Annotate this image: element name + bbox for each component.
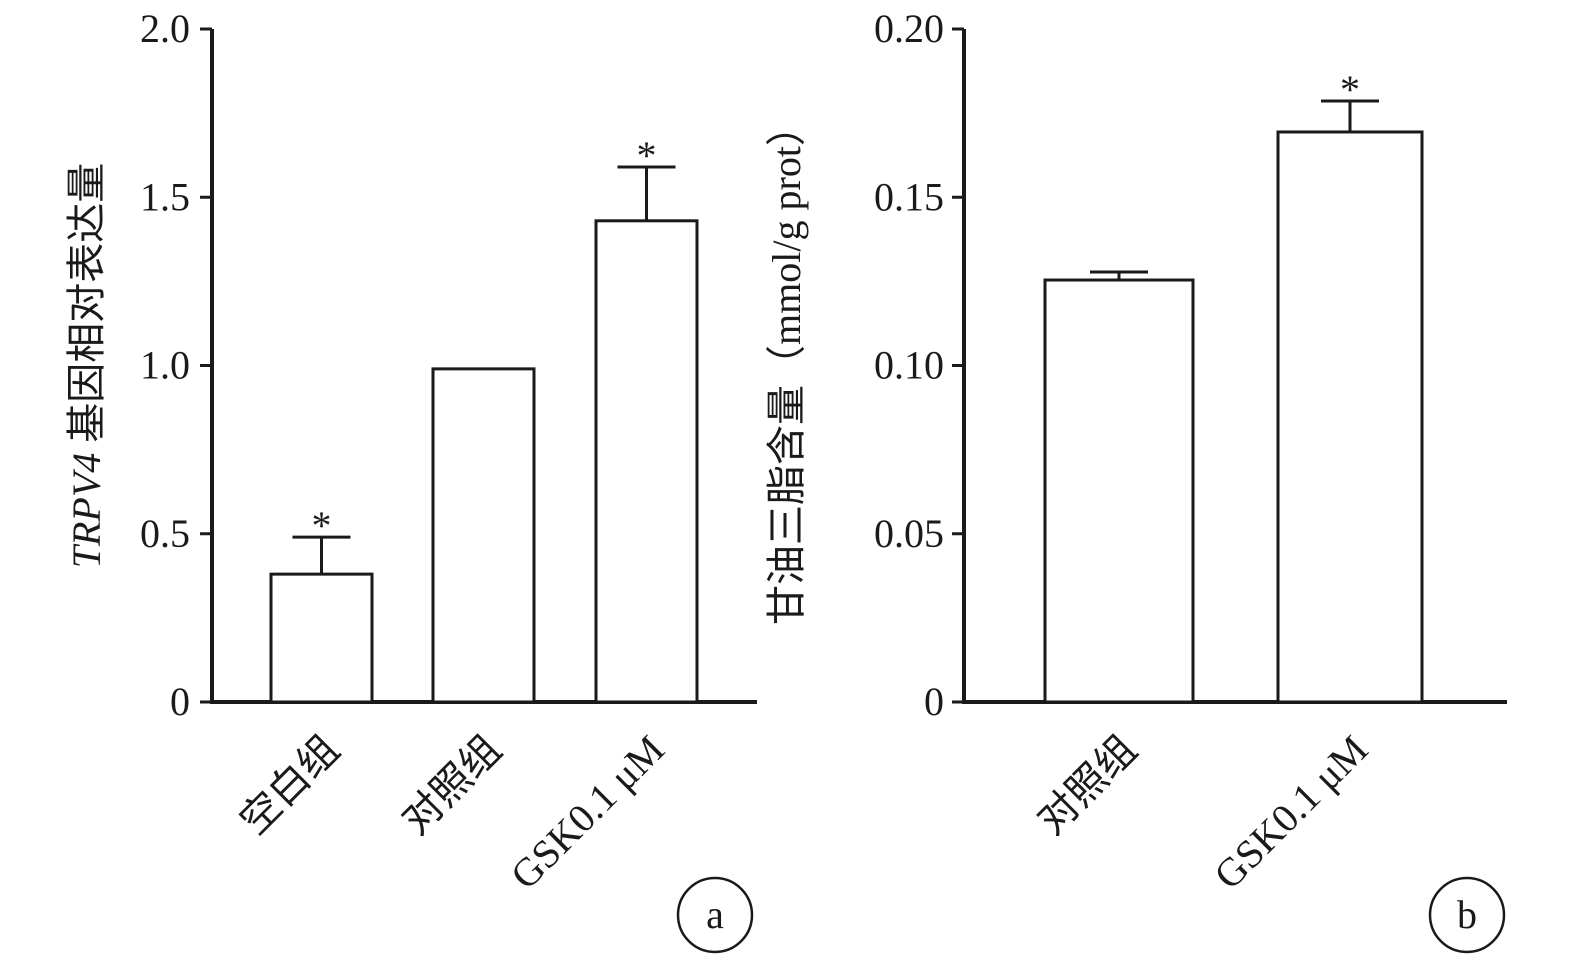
- y-tick-label: 0.15: [874, 174, 944, 219]
- significance-marker: *: [637, 133, 657, 178]
- panel-label: a: [706, 892, 724, 937]
- y-axis-title: TRPV4 基因相对表达量: [64, 163, 109, 569]
- panel-label: b: [1457, 892, 1477, 937]
- significance-marker: *: [1340, 67, 1360, 112]
- bar: [594, 219, 699, 704]
- x-tick-label: 空白组: [231, 727, 348, 844]
- y-axis-title-gene: TRPV4: [64, 453, 109, 569]
- x-tick-label: GSK0.1 μM: [502, 727, 673, 898]
- panel-label-circle: [1428, 876, 1506, 954]
- y-tick-label: 0.5: [140, 511, 190, 556]
- y-tick-label: 2.0: [140, 6, 190, 51]
- x-tick-label: GSK0.1 μM: [1205, 727, 1376, 898]
- y-tick-label: 1.5: [140, 174, 190, 219]
- y-tick-label: 0: [924, 679, 944, 724]
- x-tick-label: 对照组: [393, 727, 510, 844]
- bar: [1276, 130, 1424, 704]
- y-tick-label: 0: [170, 679, 190, 724]
- y-tick-label: 1.0: [140, 343, 190, 388]
- chart-panel-a: 0 0.5 1.0 1.5 2.0 * 空白组 对照组 * GSK0.1 μM TRPV4 基因相对…: [64, 6, 757, 954]
- y-axis-title-text: 甘油三脂含量（mmol/g prot）: [764, 106, 809, 625]
- bar: [431, 367, 536, 704]
- bar: [269, 572, 374, 704]
- bar: [1043, 278, 1195, 704]
- y-axis-title-text: 基因相对表达量: [64, 163, 109, 443]
- x-tick-label: 对照组: [1029, 727, 1146, 844]
- y-tick-label: 0.20: [874, 6, 944, 51]
- y-axis-title: 甘油三脂含量（mmol/g prot）: [764, 106, 809, 625]
- panel-label-circle: [676, 876, 754, 954]
- significance-marker: *: [312, 503, 332, 548]
- chart-panel-b: 0 0.05 0.10 0.15 0.20 对照组 * GSK0.1 μM 甘油三脂含量（mmo…: [764, 6, 1507, 954]
- y-tick-label: 0.10: [874, 343, 944, 388]
- y-tick-label: 0.05: [874, 511, 944, 556]
